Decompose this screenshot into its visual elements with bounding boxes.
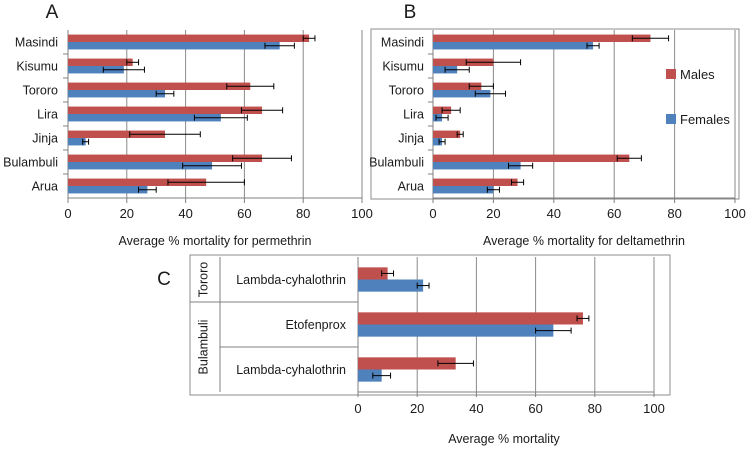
group-label-tororo: Tororo <box>196 262 210 297</box>
x-tick-label: 80 <box>296 206 310 221</box>
bar-males-masindi <box>68 34 310 42</box>
bar-females-bulambuli <box>68 162 213 170</box>
bar-females-lambda-cyhalothrin <box>358 369 382 382</box>
x-tick-label: 100 <box>724 206 746 221</box>
category-label: Masindi <box>381 36 424 50</box>
bar-males-arua <box>68 178 207 186</box>
bar-females-masindi <box>68 42 280 50</box>
panel-letter: A <box>46 2 59 23</box>
legend: Males Females <box>666 67 730 127</box>
bar-males-tororo <box>68 82 251 90</box>
x-tick-label: 80 <box>588 401 602 416</box>
x-tick-label: 100 <box>643 401 665 416</box>
x-axis-label: Average % mortality for deltamethrin <box>483 234 685 248</box>
panel-letter: C <box>157 269 171 290</box>
category-label: Arua <box>398 180 424 194</box>
bar-males-kisumu <box>68 58 133 66</box>
x-axis-label: Average % mortality <box>448 432 560 446</box>
bar-females-arua <box>68 186 148 194</box>
legend-label-males: Males <box>680 67 715 82</box>
bar-females-tororo <box>433 90 491 98</box>
bar-females-etofenprox <box>358 324 554 337</box>
category-label: Kisumu <box>382 60 424 74</box>
category-label: Jinja <box>398 132 424 146</box>
bar-males-arua <box>433 178 518 186</box>
group-label-bulambuli: Bulambuli <box>196 320 210 375</box>
category-label: Lambda-cyhalothrin <box>236 273 346 287</box>
bar-females-lambda-cyhalothrin <box>358 279 424 292</box>
x-tick-label: 0 <box>429 206 436 221</box>
panel-b: B 0 20 40 60 80 100 Masindi Kisumu Tororo Lira Jinj… <box>369 2 746 248</box>
x-tick-label: 0 <box>64 206 71 221</box>
x-axis-label: Average % mortality for permethrin <box>119 234 312 248</box>
x-tick-label: 80 <box>667 206 681 221</box>
category-label: Tororo <box>23 84 58 98</box>
category-label: Arua <box>32 180 58 194</box>
bar-males-lira <box>68 106 263 114</box>
bar-males-lambda-cyhalothrin <box>358 357 456 370</box>
bar-females-masindi <box>433 42 594 50</box>
bar-males-kisumu <box>433 58 494 66</box>
legend-swatch-males <box>666 69 676 79</box>
bar-males-masindi <box>433 34 651 42</box>
legend-swatch-females <box>666 114 676 124</box>
x-tick-label: 60 <box>528 401 542 416</box>
category-label: Etofenprox <box>286 318 347 332</box>
category-label: Lambda-cyhalothrin <box>236 363 346 377</box>
legend-label-females: Females <box>680 112 730 127</box>
category-label: Kisumu <box>16 60 58 74</box>
category-label: Lira <box>403 108 424 122</box>
panel-letter: B <box>404 2 417 23</box>
category-label: Tororo <box>389 84 424 98</box>
x-tick-label: 0 <box>354 401 361 416</box>
x-tick-label: 20 <box>486 206 500 221</box>
bar-males-jinja <box>68 130 166 138</box>
bar-males-jinja <box>433 130 461 138</box>
x-tick-label: 60 <box>237 206 251 221</box>
x-tick-label: 20 <box>410 401 424 416</box>
bar-females-arua <box>433 186 494 194</box>
x-tick-label: 40 <box>547 206 561 221</box>
bar-females-lira <box>68 114 221 122</box>
category-label: Bulambuli <box>3 156 58 170</box>
x-tick-label: 40 <box>469 401 483 416</box>
category-label: Lira <box>37 108 58 122</box>
bar-females-jinja <box>68 138 86 146</box>
bar-females-tororo <box>68 90 166 98</box>
bar-males-lambda-cyhalothrin <box>358 267 388 280</box>
x-tick-label: 20 <box>120 206 134 221</box>
panel-a: A 0 20 40 60 80 100 Masindi Kisumu Tororo Lira Jinj… <box>3 2 373 248</box>
chart-area-border <box>370 28 740 200</box>
x-tick-label: 100 <box>351 206 373 221</box>
chart-area-border <box>189 254 671 396</box>
bar-males-bulambuli <box>433 154 630 162</box>
bar-females-jinja <box>433 138 443 146</box>
panel-c: C 0 20 40 60 80 100 Lambda-cyhalothrin Etofenpro… <box>157 254 671 446</box>
bar-females-kisumu <box>68 66 124 74</box>
bar-males-tororo <box>433 82 482 90</box>
category-label: Bulambuli <box>369 156 424 170</box>
x-tick-label: 60 <box>607 206 621 221</box>
bar-males-bulambuli <box>68 154 263 162</box>
bar-females-bulambuli <box>433 162 521 170</box>
x-tick-label: 40 <box>178 206 192 221</box>
category-label: Masindi <box>15 36 58 50</box>
bar-males-etofenprox <box>358 312 583 325</box>
category-label: Jinja <box>32 132 58 146</box>
